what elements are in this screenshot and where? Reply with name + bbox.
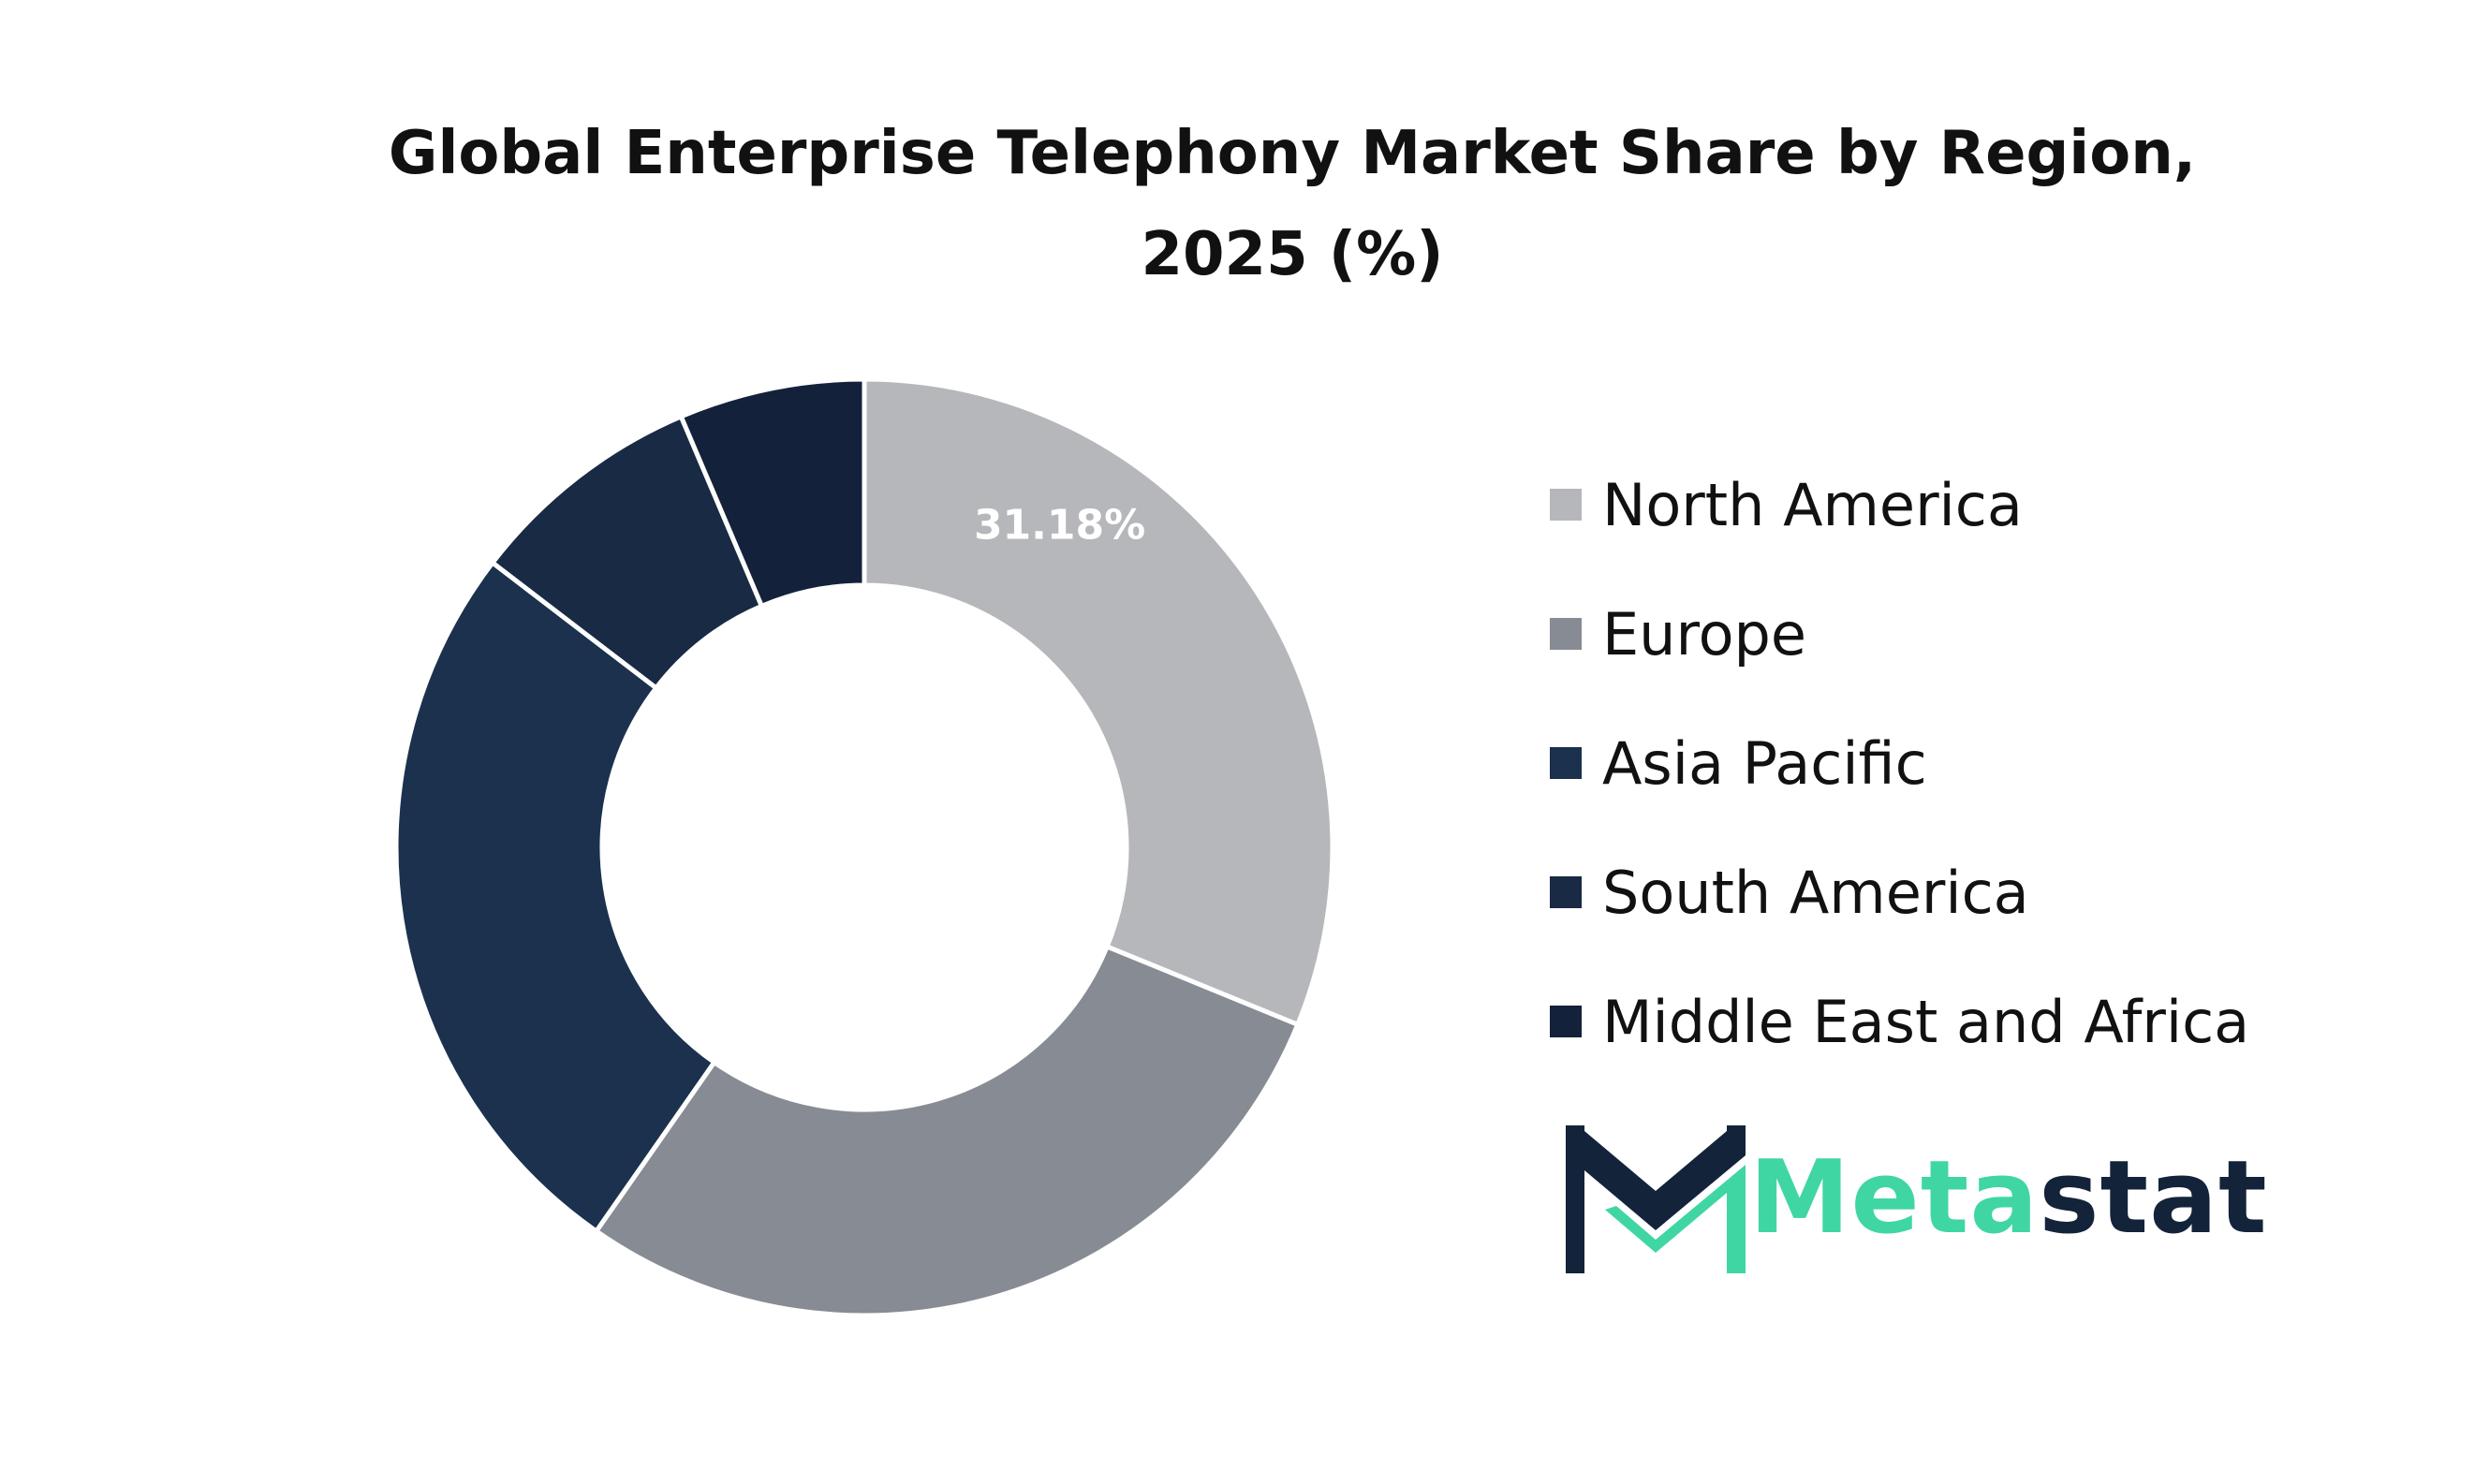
data-label-north-america: 31.18% — [974, 502, 1145, 550]
logo-wordmark-part-a: Meta — [1749, 1139, 2040, 1256]
legend-label: Europe — [1602, 599, 1807, 669]
donut-slice-europe[interactable] — [593, 943, 1302, 1318]
legend-item-europe[interactable]: Europe — [1550, 569, 2249, 698]
legend-item-north-america[interactable]: North America — [1550, 440, 2249, 569]
legend-label: Asia Pacific — [1602, 728, 1927, 798]
logo-wordmark: Metastat — [1749, 1148, 2268, 1249]
legend-swatch — [1550, 1006, 1582, 1037]
legend-swatch — [1550, 618, 1582, 650]
donut-slice-middle-east-and-africa[interactable] — [678, 376, 867, 610]
legend-item-south-america[interactable]: South America — [1550, 828, 2249, 957]
chart-legend: North America Europe Asia Pacific South … — [1550, 440, 2249, 1086]
metastat-logo-icon — [1566, 1125, 1746, 1273]
legend-item-middle-east-africa[interactable]: Middle East and Africa — [1550, 957, 2249, 1086]
donut-chart: 31.18% — [393, 376, 1335, 1318]
legend-swatch — [1550, 876, 1582, 908]
logo-wordmark-part-b: stat — [2039, 1139, 2268, 1256]
logo-mark-green — [1605, 1165, 1746, 1273]
legend-swatch — [1550, 747, 1582, 779]
logo-mark-dark — [1566, 1125, 1746, 1273]
legend-item-asia-pacific[interactable]: Asia Pacific — [1550, 698, 2249, 828]
legend-label: South America — [1602, 858, 2029, 927]
chart-title: Global Enterprise Telephony Market Share… — [388, 119, 2197, 289]
legend-label: Middle East and Africa — [1602, 987, 2250, 1056]
metastat-logo: Metastat — [1562, 1124, 2268, 1273]
legend-label: North America — [1602, 470, 2023, 539]
donut-slice-north-america[interactable] — [862, 376, 1335, 1028]
legend-swatch — [1550, 489, 1582, 521]
donut-slice-asia-pacific[interactable] — [393, 559, 718, 1235]
